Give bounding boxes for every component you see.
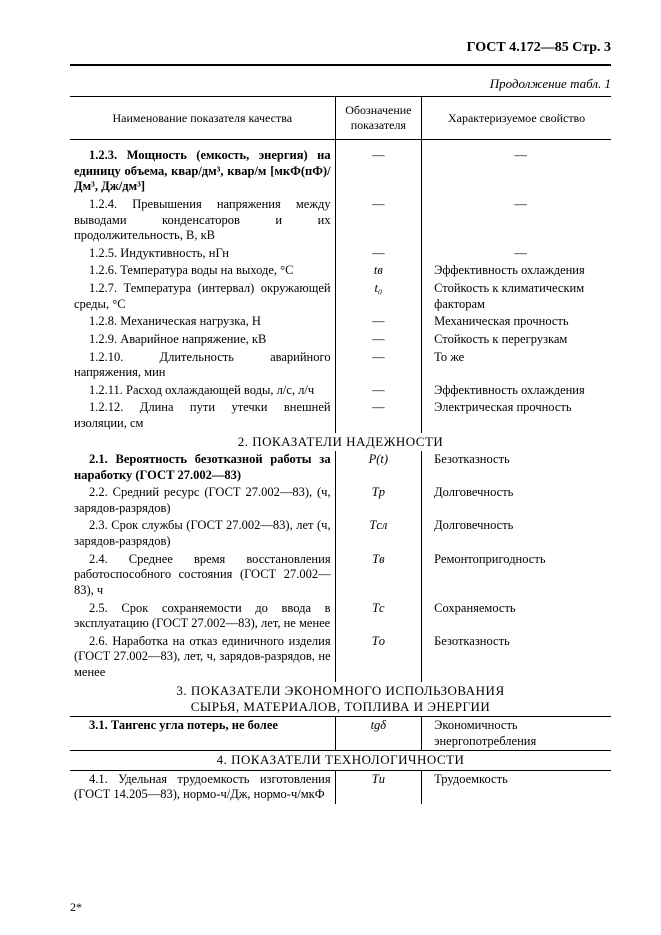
cell-symbol: —: [335, 399, 422, 432]
cell-property: То же: [422, 349, 611, 382]
cell-symbol: —: [335, 382, 422, 400]
cell-property: Безотказность: [422, 451, 611, 484]
table-row: 2.4. Среднее время восстановления работо…: [70, 551, 611, 600]
cell-property: Ремонтопригодность: [422, 551, 611, 600]
cell-property: Эффективность охлаждения: [422, 262, 611, 280]
cell-name: 1.2.9. Аварийное напряжение, кВ: [70, 331, 335, 349]
section-2-body: 2.1. Вероятность безотказной работы за н…: [70, 451, 611, 682]
continuation-label: Продолжение табл. 1: [70, 76, 611, 92]
cell-symbol: Tв: [335, 551, 422, 600]
cell-name: 3.1. Тангенс угла потерь, не более: [70, 717, 335, 751]
table-row: 1.2.6. Температура воды на выходе, °СtвЭ…: [70, 262, 611, 280]
cell-name: 1.2.5. Индуктивность, нГн: [70, 245, 335, 263]
col-header-property: Характеризуемое свойство: [422, 97, 611, 140]
cell-name: 4.1. Удельная трудоемкость изготовления …: [70, 770, 335, 804]
table-row: 2.2. Средний ресурс (ГОСТ 27.002—83), (ч…: [70, 484, 611, 517]
cell-property: Долговечность: [422, 484, 611, 517]
table-row: 2.3. Срок службы (ГОСТ 27.002—83), лет (…: [70, 517, 611, 550]
cell-name: 1.2.10. Длительность аварийного напряжен…: [70, 349, 335, 382]
table-row: 4.1. Удельная трудоемкость изготовления …: [70, 770, 611, 804]
cell-symbol: —: [335, 245, 422, 263]
cell-symbol: —: [335, 313, 422, 331]
section-3-heading-b: СЫРЬЯ, МАТЕРИАЛОВ, ТОПЛИВА И ЭНЕРГИИ: [70, 699, 611, 717]
table-row: 1.2.4. Превышения напряжения между вывод…: [70, 196, 611, 245]
table-row: 2.5. Срок сохраняемости до ввода в экспл…: [70, 600, 611, 633]
table-row: 1.2.11. Расход охлаждающей воды, л/с, л/…: [70, 382, 611, 400]
table-row: 3.1. Тангенс угла потерь, не болееtgδЭко…: [70, 717, 611, 751]
cell-property: —: [422, 196, 611, 245]
cell-symbol: Tи: [335, 770, 422, 804]
cell-symbol: —: [335, 331, 422, 349]
cell-name: 2.6. Наработка на отказ единичного издел…: [70, 633, 335, 682]
table-row: 1.2.8. Механическая нагрузка, Н—Механиче…: [70, 313, 611, 331]
section-3-body: 3.1. Тангенс угла потерь, не болееtgδЭко…: [70, 717, 611, 751]
table-row: 1.2.12. Длина пути утечки внешней изоляц…: [70, 399, 611, 432]
cell-name: 1.2.12. Длина пути утечки внешней изоляц…: [70, 399, 335, 432]
cell-name: 2.3. Срок службы (ГОСТ 27.002—83), лет (…: [70, 517, 335, 550]
page: ГОСТ 4.172—85 Стр. 3 Продолжение табл. 1…: [0, 0, 661, 935]
table-row: 1.2.7. Температура (интервал) окружающей…: [70, 280, 611, 313]
col-header-symbol: Обозначение показателя: [335, 97, 422, 140]
table-row: 1.2.3. Мощность (емкость, энергия) на ед…: [70, 140, 611, 196]
cell-symbol: tgδ: [335, 717, 422, 751]
cell-symbol: Tо: [335, 633, 422, 682]
cell-property: Экономичность энергопотребления: [422, 717, 611, 751]
cell-name: 1.2.6. Температура воды на выходе, °С: [70, 262, 335, 280]
cell-symbol: P(t): [335, 451, 422, 484]
cell-name: 1.2.8. Механическая нагрузка, Н: [70, 313, 335, 331]
col-header-name: Наименование показателя качества: [70, 97, 335, 140]
cell-property: Стойкость к перегрузкам: [422, 331, 611, 349]
section-2-heading: 2. ПОКАЗАТЕЛИ НАДЕЖНОСТИ: [70, 433, 611, 451]
section-1-body: 1.2.3. Мощность (емкость, энергия) на ед…: [70, 140, 611, 433]
section-4-body: 4.1. Удельная трудоемкость изготовления …: [70, 770, 611, 804]
cell-name: 2.5. Срок сохраняемости до ввода в экспл…: [70, 600, 335, 633]
cell-symbol: —: [335, 349, 422, 382]
cell-property: Эффективность охлаждения: [422, 382, 611, 400]
cell-name: 2.1. Вероятность безотказной работы за н…: [70, 451, 335, 484]
cell-symbol: —: [335, 140, 422, 196]
cell-symbol: —: [335, 196, 422, 245]
table-row: 2.6. Наработка на отказ единичного издел…: [70, 633, 611, 682]
cell-symbol: Tр: [335, 484, 422, 517]
cell-property: Электрическая прочность: [422, 399, 611, 432]
table-row: 1.2.5. Индуктивность, нГн——: [70, 245, 611, 263]
main-table: Наименование показателя качества Обознач…: [70, 96, 611, 804]
cell-symbol: Tсл: [335, 517, 422, 550]
cell-symbol: t₀: [335, 280, 422, 313]
cell-name: 1.2.4. Превышения напряжения между вывод…: [70, 196, 335, 245]
table-row: 1.2.9. Аварийное напряжение, кВ—Стойкост…: [70, 331, 611, 349]
cell-property: —: [422, 140, 611, 196]
footer-mark: 2*: [70, 900, 82, 915]
table-row: 1.2.10. Длительность аварийного напряжен…: [70, 349, 611, 382]
cell-property: Безотказность: [422, 633, 611, 682]
cell-symbol: tв: [335, 262, 422, 280]
cell-property: Долговечность: [422, 517, 611, 550]
cell-property: Трудоемкость: [422, 770, 611, 804]
cell-name: 1.2.7. Температура (интервал) окружающей…: [70, 280, 335, 313]
table-header-row: Наименование показателя качества Обознач…: [70, 97, 611, 140]
document-header: ГОСТ 4.172—85 Стр. 3: [70, 40, 611, 56]
top-rule: [70, 64, 611, 66]
cell-name: 1.2.11. Расход охлаждающей воды, л/с, л/…: [70, 382, 335, 400]
cell-symbol: Tс: [335, 600, 422, 633]
table-row: 2.1. Вероятность безотказной работы за н…: [70, 451, 611, 484]
cell-property: Механическая прочность: [422, 313, 611, 331]
section-4-heading: 4. ПОКАЗАТЕЛИ ТЕХНОЛОГИЧНОСТИ: [70, 751, 611, 770]
cell-property: Стойкость к климатическим факторам: [422, 280, 611, 313]
cell-name: 2.4. Среднее время восстановления работо…: [70, 551, 335, 600]
cell-property: —: [422, 245, 611, 263]
cell-name: 2.2. Средний ресурс (ГОСТ 27.002—83), (ч…: [70, 484, 335, 517]
section-3-heading-a: 3. ПОКАЗАТЕЛИ ЭКОНОМНОГО ИСПОЛЬЗОВАНИЯ: [70, 682, 611, 699]
cell-property: Сохраняемость: [422, 600, 611, 633]
cell-name: 1.2.3. Мощность (емкость, энергия) на ед…: [70, 140, 335, 196]
